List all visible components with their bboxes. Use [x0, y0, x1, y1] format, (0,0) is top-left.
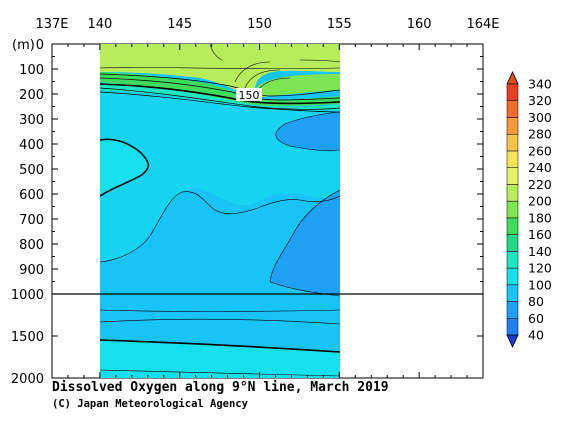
- x-axis: 137E 140 145 150 155 160 164E: [35, 17, 500, 378]
- colorbar-label: 60: [528, 311, 544, 326]
- y-axis: 0 100 200 300 400 500 600 700 800 900 1000 1500 2000: [11, 38, 483, 387]
- y-tick-label: 500: [19, 163, 44, 178]
- colorbar-label: 260: [528, 143, 552, 158]
- y-tick-label: 2000: [11, 372, 44, 387]
- colorbar-label: 280: [528, 127, 552, 142]
- colorbar-swatch: [506, 284, 519, 302]
- colorbar-swatch: [506, 318, 519, 336]
- colorbar: 4060801001201401601802002202402602803003…: [506, 71, 552, 348]
- x-tick-label: 160: [407, 17, 432, 32]
- colorbar-swatch: [506, 83, 519, 101]
- x-tick-label: 137E: [35, 17, 68, 32]
- colorbar-swatch: [506, 133, 519, 152]
- y-tick-label: 800: [19, 238, 44, 253]
- region-surface: [100, 44, 340, 98]
- colorbar-label: 240: [528, 160, 552, 175]
- y-tick-label: 0: [36, 38, 44, 53]
- colorbar-swatch: [506, 267, 519, 286]
- y-tick-label: 400: [19, 138, 44, 153]
- colorbar-swatch: [506, 251, 519, 269]
- colorbar-under-arrow: [506, 334, 519, 348]
- contour-label-bg: [236, 88, 262, 101]
- y-tick-label: 200: [19, 88, 44, 103]
- y-tick-label: 100: [19, 63, 44, 78]
- region-oxycline-upper: [100, 72, 340, 107]
- chart-title: Dissolved Oxygen along 9°N line, March 2…: [52, 380, 389, 395]
- colorbar-swatch: [506, 217, 519, 235]
- colorbar-over-arrow: [506, 71, 519, 85]
- x-tick-label: 155: [327, 17, 352, 32]
- x-tick-label: 140: [87, 17, 112, 32]
- colorbar-swatch: [506, 301, 519, 319]
- colorbar-swatch: [506, 100, 519, 118]
- colorbar-swatch: [506, 200, 519, 219]
- colorbar-label: 200: [528, 194, 552, 209]
- colorbar-label: 220: [528, 177, 552, 192]
- colorbar-swatch: [506, 117, 519, 135]
- colorbar-label: 340: [528, 77, 552, 92]
- colorbar-label: 80: [528, 294, 544, 309]
- colorbar-label: 320: [528, 93, 552, 108]
- y-tick-label: 1500: [11, 330, 44, 345]
- y-unit-label: (m): [12, 38, 35, 53]
- colorbar-label: 140: [528, 244, 552, 259]
- contour-label: 150: [239, 89, 260, 102]
- y-tick-label: 700: [19, 213, 44, 228]
- chart-credit: (C) Japan Meteorological Agency: [52, 398, 248, 410]
- x-tick-label: 150: [247, 17, 272, 32]
- region-low-oxygen-deep: [270, 190, 340, 296]
- colorbar-swatch: [506, 184, 519, 202]
- region-deep-lower: [100, 340, 340, 378]
- region-oxycline-lower: [100, 82, 340, 111]
- colorbar-swatch: [506, 167, 519, 185]
- section-field: [100, 44, 340, 378]
- y-tick-label: 1000: [11, 288, 44, 303]
- colorbar-label: 300: [528, 110, 552, 125]
- region-surface-east: [255, 74, 340, 98]
- colorbar-label: 40: [528, 328, 544, 343]
- colorbar-swatch: [506, 150, 519, 168]
- y-tick-label: 600: [19, 188, 44, 203]
- y-tick-label: 900: [19, 263, 44, 278]
- y-tick-label: 300: [19, 113, 44, 128]
- x-tick-label: 145: [167, 17, 192, 32]
- colorbar-label: 180: [528, 210, 552, 225]
- colorbar-label: 120: [528, 261, 552, 276]
- region-west-patch: [100, 139, 149, 196]
- colorbar-label: 100: [528, 277, 552, 292]
- colorbar-swatch: [506, 234, 519, 252]
- colorbar-label: 160: [528, 227, 552, 242]
- x-tick-label: 164E: [466, 17, 499, 32]
